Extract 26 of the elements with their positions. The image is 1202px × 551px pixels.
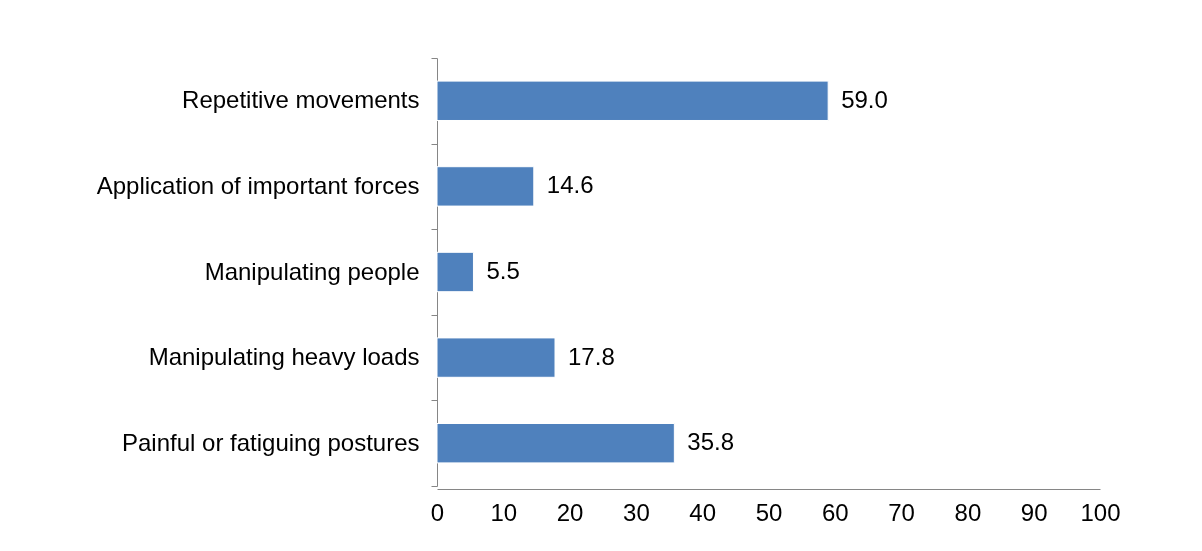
data-label: 35.8	[687, 428, 735, 456]
bar	[436, 423, 675, 464]
x-tick-label: 0	[430, 498, 445, 526]
bar	[436, 337, 556, 378]
x-tick-label: 80	[954, 498, 982, 526]
bar	[436, 251, 474, 293]
x-tick-label: 100	[1080, 498, 1121, 526]
y-tick-label: Painful or fatiguing postures	[121, 428, 420, 456]
data-label: 5.5	[486, 257, 520, 284]
x-tick-label: 20	[556, 498, 584, 526]
x-tick-label: 60	[821, 498, 849, 526]
x-tick-label: 90	[1020, 498, 1048, 526]
x-tick-label: 10	[490, 498, 518, 526]
x-tick-label: 40	[689, 498, 717, 526]
data-label: 17.8	[568, 342, 615, 370]
y-tick-label: Manipulating heavy loads	[148, 343, 420, 371]
x-tick-label: 70	[888, 498, 915, 526]
y-tick-label: Application of important forces	[96, 171, 420, 199]
x-tick-label: 50	[755, 498, 783, 526]
x-tick-label: 30	[623, 498, 650, 526]
data-label: 59.0	[841, 85, 888, 113]
y-tick-label: Repetitive movements	[182, 86, 420, 114]
bar	[436, 166, 535, 207]
bar	[436, 80, 829, 121]
y-tick-label: Manipulating people	[204, 257, 420, 285]
data-label: 14.6	[546, 171, 594, 199]
